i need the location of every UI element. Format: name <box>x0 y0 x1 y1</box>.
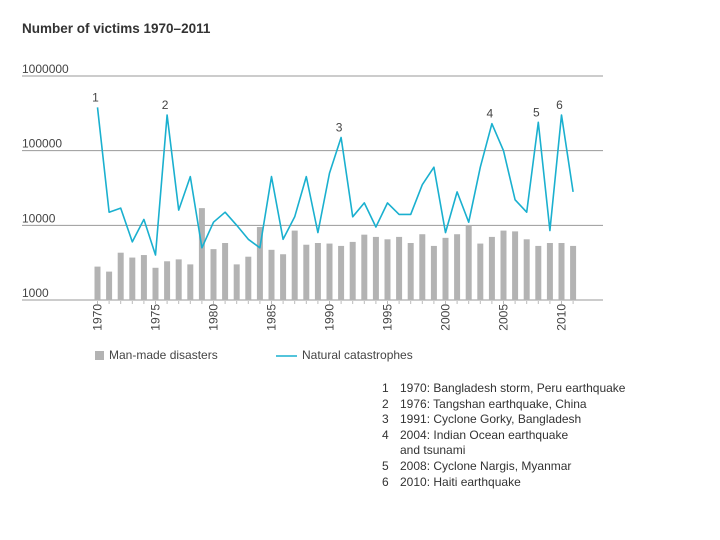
bar <box>384 239 391 300</box>
bar <box>430 245 437 300</box>
bar <box>488 236 495 300</box>
bar <box>291 230 298 300</box>
bar <box>535 245 542 300</box>
x-tick-label: 1985 <box>265 304 279 331</box>
bar <box>187 264 194 300</box>
note-item: 3 1991: Cyclone Gorky, Bangladesh <box>382 412 670 428</box>
bar <box>94 266 101 300</box>
x-tick-label: 1975 <box>149 304 163 331</box>
note-text: 2004: Indian Ocean earthquake and tsunam… <box>400 427 569 458</box>
annotation-label: 4 <box>487 107 494 121</box>
annotation-label: 6 <box>556 98 563 112</box>
bar <box>117 252 124 300</box>
bar <box>106 271 113 300</box>
bar <box>314 242 321 300</box>
bar <box>233 264 240 300</box>
bar <box>361 234 368 300</box>
bar <box>256 226 263 300</box>
bar <box>546 242 553 300</box>
chart: 1000000 100000 10000 1000 1 2 3 4 5 6 1970 1975 1980… <box>22 62 603 362</box>
bar <box>175 259 182 300</box>
bar <box>477 243 484 300</box>
bar <box>372 236 379 300</box>
bar <box>210 249 217 300</box>
note-text: 2008: Cyclone Nargis, Myanmar <box>400 458 572 473</box>
bar <box>222 242 229 300</box>
bar <box>558 242 565 300</box>
bar <box>280 254 287 300</box>
x-tick-label: 2005 <box>497 304 511 331</box>
note-number: 5 <box>382 458 389 473</box>
bar <box>140 255 147 300</box>
bar <box>349 241 356 300</box>
note-item: 4 2004: Indian Ocean earthquake and tsuna… <box>382 428 670 459</box>
bar <box>454 234 461 300</box>
legend-label-natural: Natural catastrophes <box>302 348 413 362</box>
legend-swatch-man-made <box>95 351 104 360</box>
note-number: 1 <box>382 381 389 395</box>
bar <box>442 237 449 300</box>
annotation-label: 5 <box>533 105 540 119</box>
bar <box>396 236 403 300</box>
x-tick-label: 1970 <box>91 304 105 331</box>
note-number: 6 <box>382 474 389 489</box>
bar <box>164 261 171 300</box>
bar <box>407 242 414 300</box>
note-number: 2 <box>382 396 389 411</box>
annotation-label: 3 <box>336 121 343 135</box>
x-tick-label: 1995 <box>381 304 395 331</box>
natural-catastrophes-line <box>96 107 574 256</box>
y-tick-label: 1000000 <box>22 62 69 76</box>
bar <box>129 257 136 300</box>
note-text: 1976: Tangshan earthquake, China <box>400 396 587 411</box>
bar <box>152 267 159 300</box>
note-item: 1 1970: Bangladesh storm, Peru earthquake <box>382 381 670 397</box>
bar <box>465 225 472 300</box>
bar <box>245 256 252 300</box>
x-tick-label: 1990 <box>323 304 337 331</box>
bar <box>198 208 205 300</box>
legend-label-man-made: Man-made disasters <box>109 348 218 362</box>
note-number: 3 <box>382 412 389 427</box>
y-tick-label: 10000 <box>22 211 56 225</box>
bar <box>326 243 333 300</box>
x-tick-label: 1980 <box>207 304 221 331</box>
notes-list: 1 1970: Bangladesh storm, Peru earthquake… <box>382 381 670 490</box>
x-tick-label: 2010 <box>555 304 569 331</box>
bar <box>512 231 519 300</box>
note-text: 2010: Haiti earthquake <box>400 474 521 489</box>
note-item: 6 2010: Haiti earthquake <box>382 475 670 491</box>
bar <box>570 245 577 300</box>
bar <box>419 234 426 300</box>
bar <box>303 244 310 300</box>
y-tick-label: 1000 <box>22 286 49 300</box>
note-number: 4 <box>382 427 389 442</box>
note-text: 1970: Bangladesh storm, Peru earthquake <box>400 381 626 395</box>
bar <box>523 239 530 300</box>
bar <box>500 230 507 300</box>
annotation-label: 2 <box>162 98 169 112</box>
note-item: 5 2008: Cyclone Nargis, Myanmar <box>382 459 670 475</box>
bar <box>268 249 275 300</box>
bar <box>338 245 345 300</box>
x-tick-label: 2000 <box>439 304 453 331</box>
annotation-label: 1 <box>92 90 99 104</box>
note-text: 1991: Cyclone Gorky, Bangladesh <box>400 412 582 427</box>
note-item: 2 1976: Tangshan earthquake, China <box>382 397 670 413</box>
y-tick-label: 100000 <box>22 137 62 151</box>
chart-title: Number of victims 1970–2011 <box>22 21 211 36</box>
